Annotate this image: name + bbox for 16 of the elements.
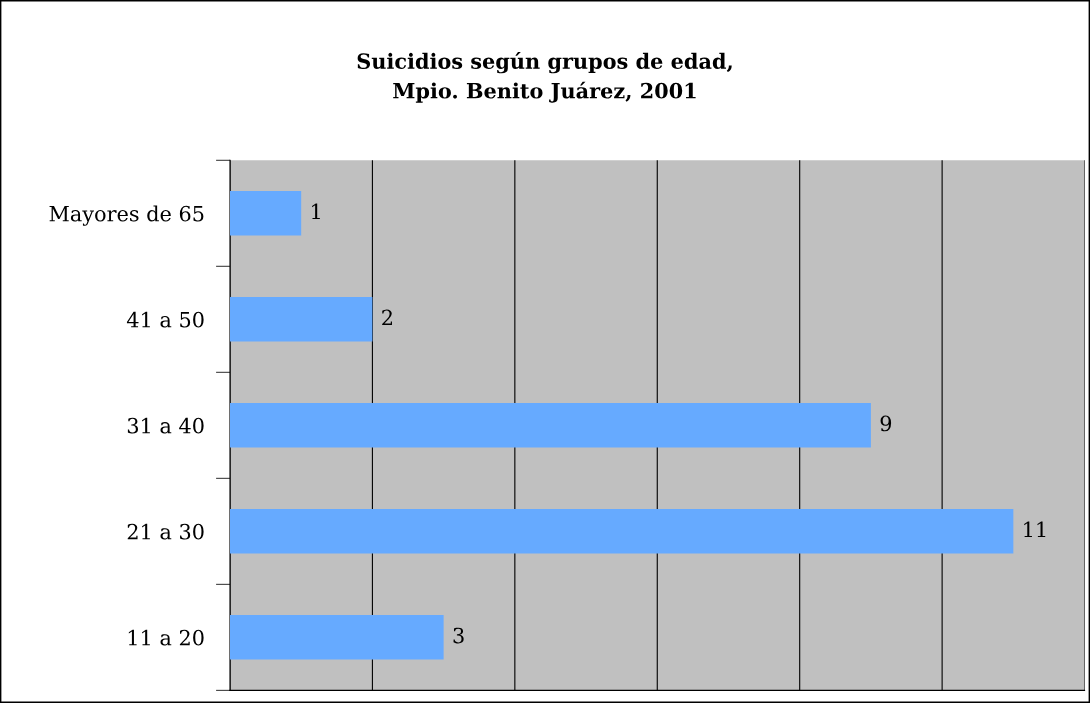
chart-title: Suicidios según grupos de edad, Mpio. Benito Juárez, 2001 — [357, 52, 732, 103]
data-label: 2 — [382, 309, 392, 326]
bar — [229, 403, 871, 448]
y-tick-label: 31 a 40 — [127, 417, 204, 434]
y-tick-label: 11 a 20 — [128, 629, 204, 646]
data-label: 3 — [453, 627, 464, 644]
bar — [229, 615, 444, 660]
bar — [229, 191, 302, 236]
data-label: 9 — [880, 415, 892, 432]
data-label: 1 — [312, 203, 320, 220]
bar — [229, 509, 1014, 554]
bar — [229, 297, 373, 342]
y-tick-label: Mayores de 65 — [49, 205, 204, 226]
y-tick-label: 21 a 30 — [127, 523, 204, 540]
data-label: 11 — [1024, 521, 1046, 538]
y-tick-label: 41 a 50 — [126, 311, 204, 328]
